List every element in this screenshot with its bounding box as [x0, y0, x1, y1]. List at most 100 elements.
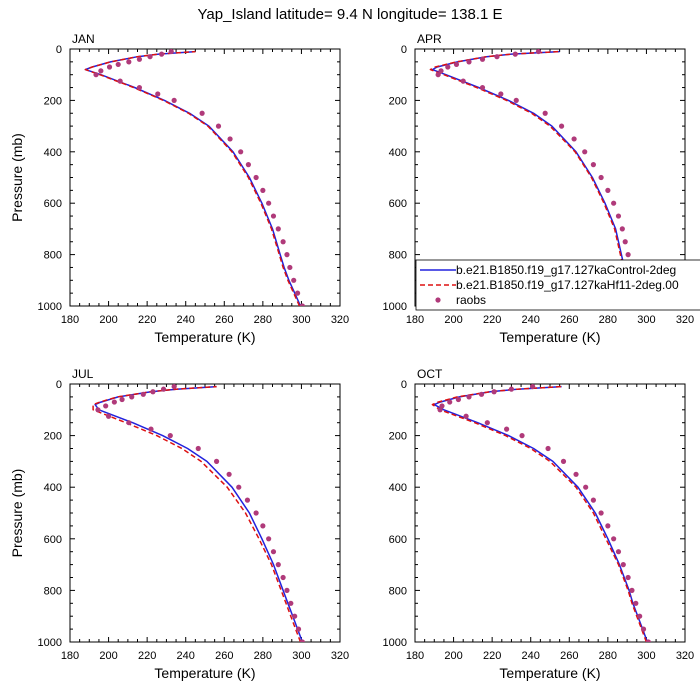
x-tick-label: 260: [215, 314, 233, 326]
raobs-point: [466, 59, 472, 65]
raobs-point: [615, 549, 622, 555]
raobs-point: [498, 91, 504, 97]
raobs-point: [266, 200, 272, 206]
legend-label: b.e21.B1850.f19_g17.127kaControl-2deg: [456, 263, 676, 277]
x-tick-label: 240: [177, 314, 195, 326]
raobs-point: [445, 64, 451, 70]
raobs-point: [275, 226, 281, 232]
raobs-point: [126, 59, 132, 65]
y-tick-label: 0: [401, 44, 407, 56]
raobs-point: [611, 200, 617, 206]
y-tick-label: 600: [389, 534, 407, 546]
raobs-point: [513, 97, 519, 103]
raobs-point: [270, 549, 277, 555]
raobs-point: [236, 484, 242, 490]
raobs-point: [530, 384, 536, 390]
raobs-point: [160, 386, 167, 392]
raobs-point: [625, 252, 631, 258]
y-tick-label: 800: [389, 585, 407, 597]
y-tick-label: 400: [389, 147, 407, 159]
panel-jul: JUL 180 200 220 240 260 280 300 320 0 200 400 600 800…: [9, 367, 349, 681]
raobs-point: [299, 639, 305, 642]
x-tick-label: 280: [599, 650, 617, 662]
raobs-point: [605, 187, 611, 193]
raobs-point: [573, 471, 579, 477]
raobs-point: [598, 174, 604, 181]
raobs-point: [275, 562, 281, 568]
raobs-point: [463, 413, 469, 419]
raobs-point: [119, 396, 125, 403]
raobs-point: [266, 536, 272, 542]
x-tick-label: 180: [61, 650, 79, 662]
y-tick-label: 200: [389, 95, 407, 107]
x-tick-label: 260: [560, 314, 578, 326]
raobs-point: [291, 277, 297, 283]
raobs-point: [171, 97, 177, 103]
x-tick-label: 180: [406, 314, 424, 326]
raobs-point: [542, 110, 548, 116]
series-line-hf11: [431, 385, 648, 642]
raobs-point: [558, 123, 565, 129]
raobs-point: [294, 290, 301, 296]
series-line-hf11: [92, 385, 302, 642]
raobs-point: [284, 252, 290, 258]
raobs-point: [637, 613, 643, 619]
raobs-point: [611, 536, 617, 542]
x-axis-label: Temperature (K): [154, 665, 255, 681]
y-axis-label: Pressure (mb): [9, 133, 25, 222]
y-tick-label: 200: [44, 95, 62, 107]
x-tick-label: 300: [292, 314, 310, 326]
raobs-point: [199, 110, 205, 116]
x-axis-label: Temperature (K): [499, 665, 600, 681]
y-tick-label: 0: [56, 44, 62, 56]
raobs-point: [117, 78, 123, 84]
x-tick-label: 220: [138, 314, 156, 326]
raobs-point: [126, 420, 132, 426]
raobs-point: [253, 510, 259, 516]
raobs-point: [629, 587, 635, 594]
raobs-point: [619, 226, 625, 232]
panel-title: JAN: [72, 32, 95, 46]
raobs-point: [438, 68, 444, 74]
x-tick-label: 240: [522, 314, 540, 326]
raobs-point: [280, 239, 286, 245]
raobs-point: [494, 54, 500, 60]
raobs-point: [115, 61, 121, 68]
x-axis-label: Temperature (K): [499, 329, 600, 345]
raobs-point: [150, 389, 156, 395]
raobs-point: [535, 49, 542, 55]
raobs-point: [545, 445, 551, 452]
series-line-control: [84, 50, 302, 306]
raobs-point: [159, 51, 165, 57]
raobs-point: [136, 56, 143, 62]
legend-box: [415, 259, 700, 311]
raobs-point: [260, 523, 266, 529]
raobs-point: [260, 187, 266, 193]
raobs-point: [625, 574, 631, 581]
plot-area: [84, 49, 305, 306]
raobs-point: [620, 562, 626, 568]
raobs-point: [484, 420, 490, 426]
raobs-point: [111, 399, 117, 405]
raobs-point: [244, 497, 251, 503]
raobs-point: [479, 84, 486, 91]
raobs-point: [582, 149, 588, 155]
raobs-point: [590, 162, 596, 168]
x-tick-label: 260: [215, 650, 233, 662]
raobs-point: [295, 626, 302, 632]
raobs-point: [140, 391, 146, 397]
panel-title: JUL: [72, 367, 94, 381]
raobs-point: [215, 123, 222, 129]
raobs-point: [435, 72, 441, 78]
x-tick-label: 300: [292, 650, 310, 662]
x-tick-label: 200: [99, 314, 117, 326]
raobs-point: [615, 213, 622, 219]
raobs-point: [280, 574, 286, 581]
y-tick-label: 1000: [383, 301, 407, 313]
legend: b.e21.B1850.f19_g17.127kaControl-2degb.e…: [415, 259, 700, 311]
raobs-point: [460, 78, 466, 84]
panel-jan: JAN 180 200 220 240 260 280 300 320 0 200 400 600 800…: [9, 32, 349, 345]
raobs-point: [508, 386, 515, 392]
y-tick-label: 200: [44, 431, 62, 443]
